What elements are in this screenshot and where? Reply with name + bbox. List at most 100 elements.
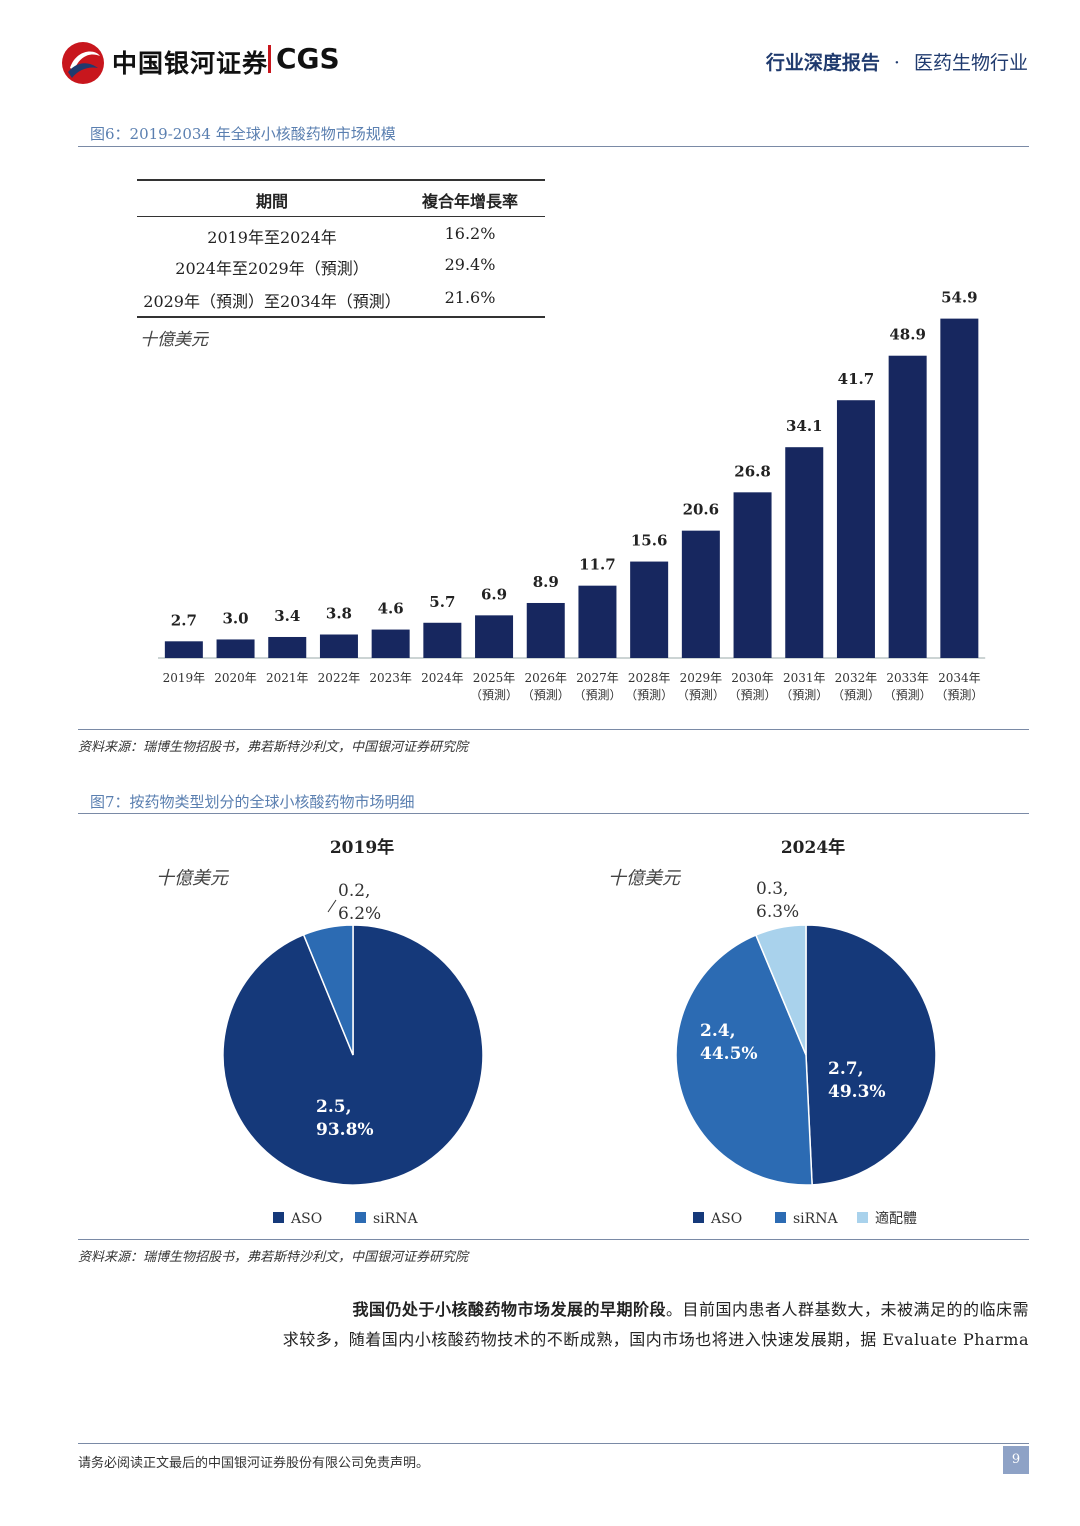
industry-name: 医药生物行业 xyxy=(913,52,1028,74)
body-paragraph-line1: 我国仍处于小核酸药物市场发展的早期阶段。目前国内患者人群基数大，未被满足的的临床… xyxy=(78,1295,1029,1325)
pie-slice xyxy=(754,924,807,1056)
drug-type-pie-charts: 2019年 2.5, 93.8% 0.2, 6.2% ASO siRNA 2024年 2.7, 4… xyxy=(222,837,937,1227)
bar-value-label: 3.4 xyxy=(274,607,300,625)
table-row-cagr: 16.2% xyxy=(444,224,496,243)
header-separator: · xyxy=(893,52,900,74)
x-tick-label: （預測） xyxy=(935,688,983,702)
x-tick-label: （預測） xyxy=(522,688,570,702)
x-tick-label: （預測） xyxy=(832,688,880,702)
x-tick-label: 2023年 xyxy=(369,671,412,685)
bar-value-label: 20.6 xyxy=(683,501,720,519)
x-tick-label: （預測） xyxy=(625,688,673,702)
pie-slice-label: 0.3, xyxy=(756,879,788,899)
legend-label: 適配體 xyxy=(875,1210,917,1227)
bar-value-label: 2.7 xyxy=(171,611,197,629)
figure6-source: 资料来源：瑞博生物招股书，弗若斯特沙利文，中国银河证券研究院 xyxy=(78,740,469,755)
pie-2024-unit: 十億美元 xyxy=(608,868,680,889)
x-tick-label: （預測） xyxy=(677,688,725,702)
x-tick-label: 2024年 xyxy=(421,671,464,685)
bar-value-label: 15.6 xyxy=(631,532,668,550)
x-tick-label: （預測） xyxy=(470,688,518,702)
bar-value-label: 26.8 xyxy=(734,462,771,480)
x-tick-label: 2031年 xyxy=(783,671,826,685)
bar-value-label: 11.7 xyxy=(579,556,616,574)
paragraph-lead: 我国仍处于小核酸药物市场发展的早期阶段 xyxy=(352,1300,666,1319)
bar-value-label: 6.9 xyxy=(481,585,507,603)
x-tick-label: （預測） xyxy=(573,688,621,702)
pie-slice-label: 93.8% xyxy=(316,1120,374,1140)
pie-title: 2024年 xyxy=(781,837,845,858)
bar xyxy=(216,639,255,658)
figure7-caption: 图7：按药物类型划分的全球小核酸药物市场明细 xyxy=(90,793,415,811)
brand-name-cn: 中国银河证券 xyxy=(112,49,269,78)
x-tick-label: 2034年 xyxy=(938,671,981,685)
bar xyxy=(319,634,358,658)
legend-label: ASO xyxy=(710,1211,742,1227)
bar xyxy=(733,492,772,658)
legend-swatch xyxy=(857,1212,868,1223)
x-tick-label: 2029年 xyxy=(680,671,723,685)
market-size-bar-chart: 2.7 2019年 3.0 2020年 3.4 2021年 3.8 2022年 4.6 2023年… xyxy=(158,289,986,702)
table-header-period: 期間 xyxy=(255,192,288,211)
pie-slice-label: 6.3% xyxy=(756,902,799,922)
report-type: 行业深度报告 xyxy=(765,52,880,74)
bar xyxy=(578,585,617,658)
bar xyxy=(423,622,462,658)
bar-value-label: 48.9 xyxy=(889,326,926,344)
bar xyxy=(268,636,307,658)
pie-slice xyxy=(302,924,354,1056)
paragraph-text: 。目前国内患者人群基数大，未被满足的的临床需 xyxy=(665,1300,1029,1319)
pie-slice xyxy=(805,924,937,1186)
body-paragraph-line2: 求较多，随着国内小核酸药物技术的不断成熟，国内市场也将进入快速发展期，据 Eva… xyxy=(282,1330,1029,1349)
pie-slice-label: 2.5, xyxy=(316,1097,352,1117)
pie-slice-label: 0.2, xyxy=(338,881,370,901)
figure7-bottom-rule xyxy=(78,1239,1029,1240)
x-tick-label: 2032年 xyxy=(835,671,878,685)
x-tick-label: 2019年 xyxy=(163,671,206,685)
legend-label: ASO xyxy=(290,1211,322,1227)
pie-slice-label: 2.7, xyxy=(828,1059,864,1079)
footer-rule xyxy=(78,1443,1029,1444)
bar-value-label: 41.7 xyxy=(838,370,875,388)
pie-slice-label: 2.4, xyxy=(700,1021,736,1041)
x-tick-label: （預測） xyxy=(884,688,932,702)
figure6-top-rule xyxy=(78,146,1029,147)
bar xyxy=(630,561,669,658)
bar-value-label: 3.0 xyxy=(222,609,248,627)
bar xyxy=(475,615,514,658)
legend-swatch xyxy=(273,1212,284,1223)
x-tick-label: 2020年 xyxy=(214,671,257,685)
legend-swatch xyxy=(775,1212,786,1223)
bar xyxy=(940,318,979,658)
table-top-border xyxy=(137,179,545,181)
bar-chart-unit: 十億美元 xyxy=(140,330,208,350)
x-tick-label: 2033年 xyxy=(886,671,929,685)
pie-slice-label: 44.5% xyxy=(700,1044,758,1064)
x-tick-label: （預測） xyxy=(780,688,828,702)
brand-divider xyxy=(268,45,271,73)
bar xyxy=(888,355,927,658)
x-tick-label: 2026年 xyxy=(524,671,567,685)
legend-label: siRNA xyxy=(793,1211,838,1227)
legend-swatch xyxy=(355,1212,366,1223)
brand-name-en: CGS xyxy=(276,42,340,75)
pie-2019-unit: 十億美元 xyxy=(156,868,228,889)
table-header-cagr: 複合年增長率 xyxy=(421,192,518,211)
pie-label-leader xyxy=(327,899,337,913)
bar xyxy=(836,400,875,658)
x-tick-label: 2028年 xyxy=(628,671,671,685)
table-bottom-border xyxy=(137,316,545,318)
figure6-caption: 图6：2019-2034 年全球小核酸药物市场规模 xyxy=(90,125,396,143)
pie-slice-label: 49.3% xyxy=(828,1082,886,1102)
x-tick-label: （預測） xyxy=(729,688,777,702)
bar-value-label: 34.1 xyxy=(786,417,823,435)
bar-value-label: 8.9 xyxy=(533,573,559,591)
bar xyxy=(371,629,410,658)
bar xyxy=(681,530,720,658)
bar xyxy=(164,641,203,658)
bar-value-label: 3.8 xyxy=(326,605,352,623)
bar-value-label: 5.7 xyxy=(429,593,455,611)
x-tick-label: 2030年 xyxy=(731,671,774,685)
x-tick-label: 2021年 xyxy=(266,671,309,685)
page-number: 9 xyxy=(1003,1446,1029,1474)
